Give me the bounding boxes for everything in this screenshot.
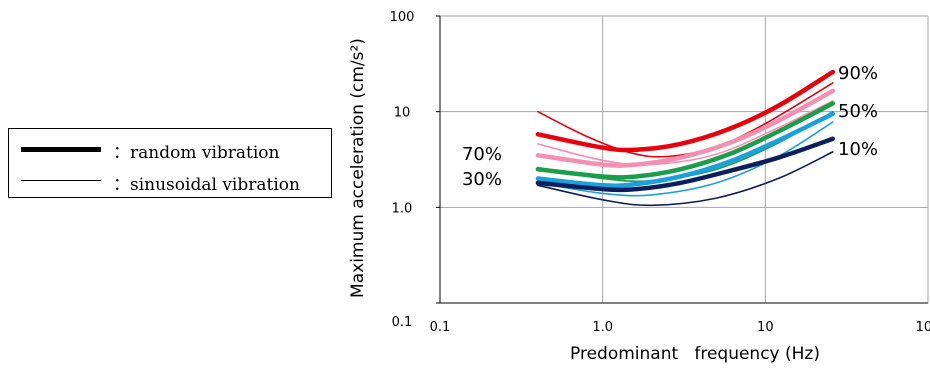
series-line-sinusoidal bbox=[537, 82, 834, 158]
x-axis-label: Predominant frequency (Hz) bbox=[570, 344, 820, 364]
percentile-label: 70% bbox=[462, 144, 502, 165]
legend-label-sinusoidal: ：sinusoidal vibration bbox=[113, 175, 300, 195]
y-tick-label: 0.1 bbox=[392, 315, 413, 330]
series-line-random bbox=[535, 101, 836, 180]
percentile-label: 30% bbox=[462, 169, 502, 190]
y-tick-label: 1.0 bbox=[392, 201, 413, 216]
x-tick-label: 10 bbox=[757, 320, 774, 335]
percentile-label: 90% bbox=[838, 63, 878, 84]
percentile-label: 50% bbox=[838, 101, 878, 122]
series-line-sinusoidal bbox=[537, 100, 834, 166]
x-tick-label: 1.0 bbox=[592, 320, 613, 335]
legend-item-random: ：random vibration bbox=[9, 135, 331, 163]
x-tick-label: 0.1 bbox=[430, 320, 451, 335]
y-tick-label: 10 bbox=[394, 106, 411, 121]
series-line-random bbox=[535, 69, 836, 153]
legend-thick-line bbox=[21, 147, 101, 152]
x-tick-label: 100 bbox=[916, 320, 930, 335]
series-line-sinusoidal bbox=[537, 121, 834, 197]
series-line-random bbox=[535, 136, 836, 193]
series-line-sinusoidal bbox=[537, 151, 834, 207]
series-line-random bbox=[535, 111, 836, 188]
legend-label-random: ：random vibration bbox=[113, 143, 280, 163]
y-tick-label: 100 bbox=[390, 10, 415, 25]
y-axis-label: Maximum acceleration (cm/s²) bbox=[348, 38, 368, 298]
legend: ：random vibration ：sinusoidal vibration bbox=[8, 128, 332, 198]
legend-thin-line bbox=[21, 180, 101, 181]
series-line-random bbox=[535, 88, 836, 168]
percentile-label: 10% bbox=[838, 139, 878, 160]
legend-item-sinusoidal: ：sinusoidal vibration bbox=[9, 167, 331, 195]
